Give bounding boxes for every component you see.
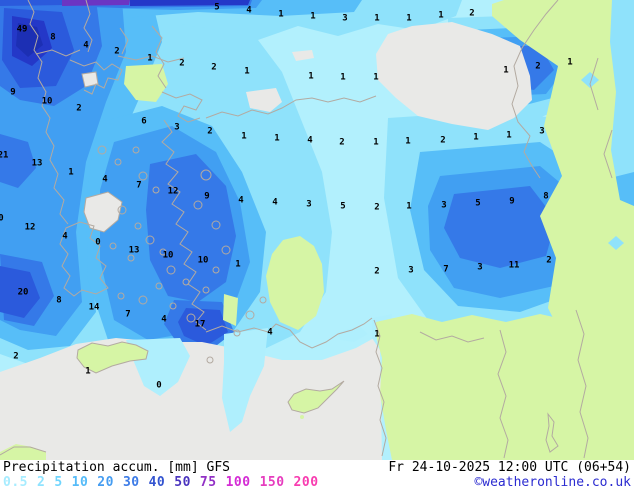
dry-land-regions [0, 0, 634, 460]
copyright-link[interactable]: ©weatheronline.co.uk [474, 475, 631, 490]
legend-scale: 0.5 2 5 10 20 30 40 50 75 100 150 200 [3, 476, 319, 489]
legend-threshold: 100 [225, 475, 251, 490]
caption-row-2: 0.5 2 5 10 20 30 40 50 75 100 150 200 ©weatheronlin… [0, 475, 634, 490]
legend-threshold: 200 [293, 475, 319, 490]
legend-threshold: 40 [148, 475, 166, 490]
caption-row-1: Precipitation accum. [mm] GFS Fr 24-10-2… [0, 460, 634, 475]
precipitation-map: 5 4 1 1 3 1 1 1 2 49 8 4 2 1 2 2 1 1 1 1 1 2 1 9 10 2 6 3 2 1 1 4 2 1 1 2 1 1… [0, 0, 634, 460]
legend-threshold: 30 [122, 475, 140, 490]
product-title: Precipitation accum. [mm] GFS [3, 460, 230, 475]
legend-threshold: 0.5 [3, 475, 28, 490]
caption-bar: Precipitation accum. [mm] GFS Fr 24-10-2… [0, 460, 634, 490]
map-canvas [0, 0, 634, 460]
legend-threshold: 10 [71, 475, 89, 490]
coastlines-borders [0, 0, 613, 459]
legend-threshold: 2 [36, 475, 46, 490]
legend-threshold: 75 [199, 475, 217, 490]
valid-datetime: Fr 24-10-2025 12:00 UTC (06+54) [388, 460, 631, 475]
legend-threshold: 20 [97, 475, 114, 490]
legend-threshold: 150 [259, 475, 285, 490]
legend-threshold: 50 [174, 475, 191, 490]
legend-threshold: 5 [54, 475, 63, 490]
precip-specks [581, 72, 624, 250]
precip-shading [0, 0, 634, 386]
